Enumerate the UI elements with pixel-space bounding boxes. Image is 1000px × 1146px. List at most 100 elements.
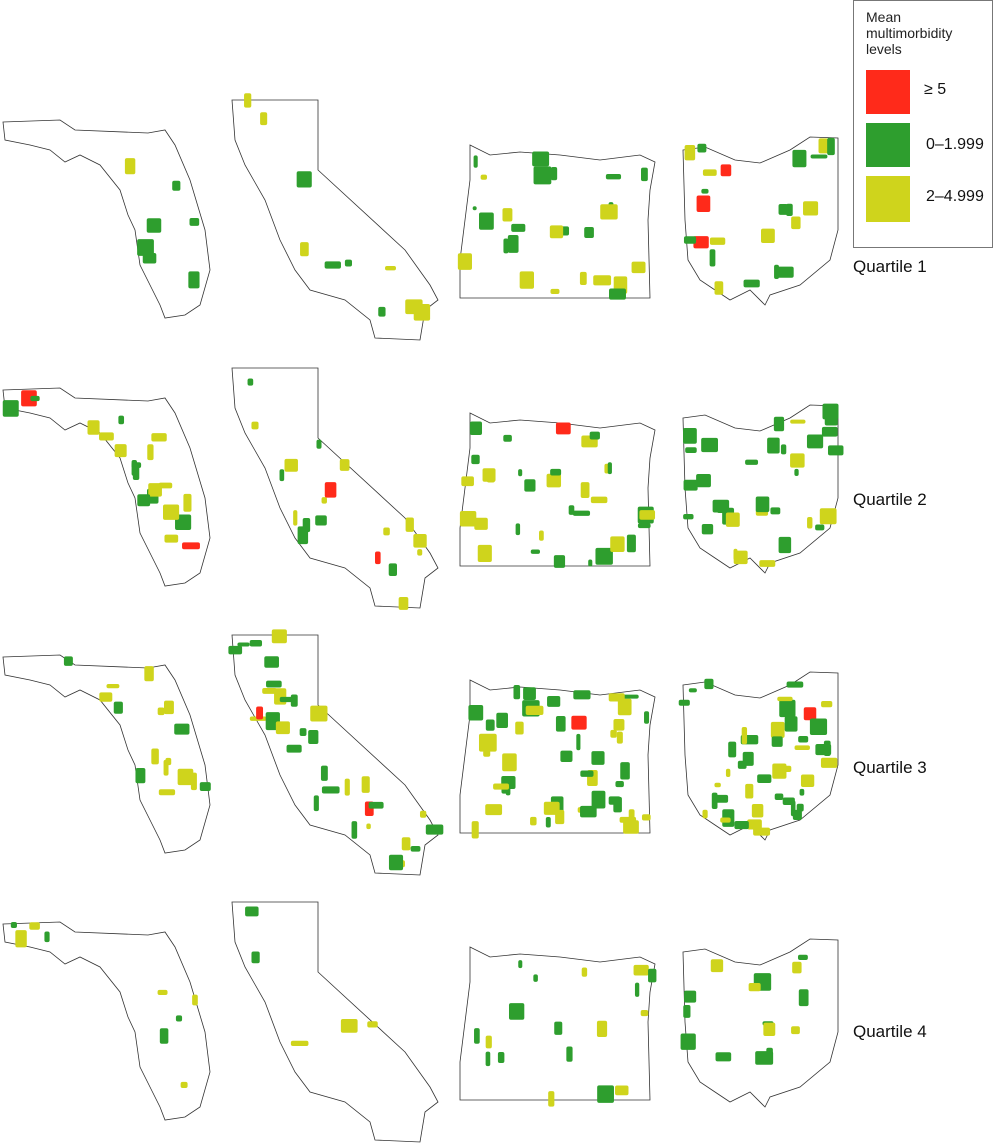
area-patch: [10, 921, 17, 928]
area-patch: [576, 733, 581, 751]
row-label: Quartile 1: [853, 257, 927, 276]
area-patch: [711, 792, 718, 810]
area-patch: [137, 239, 154, 256]
area-patch: [413, 534, 427, 548]
area-patch: [809, 718, 828, 735]
area-patch: [581, 967, 588, 977]
area-patch: [685, 447, 697, 453]
area-patch: [547, 696, 561, 707]
area-patch: [566, 1046, 573, 1062]
area-patch: [548, 1091, 555, 1107]
state-outline: [231, 901, 439, 1143]
area-patch: [260, 112, 268, 126]
area-patch: [523, 687, 536, 701]
area-patch: [755, 1051, 774, 1065]
area-patch: [626, 534, 636, 553]
area-patch: [807, 517, 813, 529]
area-patch: [419, 810, 427, 818]
area-patch: [290, 694, 298, 707]
area-patch: [511, 223, 526, 232]
area-patch: [518, 960, 523, 969]
area-patch: [774, 264, 779, 279]
area-patch: [507, 234, 519, 253]
area-patch: [508, 1003, 525, 1020]
area-patch: [792, 961, 802, 974]
state-outline: [2, 119, 211, 319]
area-patch: [157, 707, 165, 716]
area-patch: [710, 959, 724, 973]
area-patch: [773, 416, 785, 432]
area-patch: [796, 803, 804, 812]
area-patch: [189, 217, 200, 226]
area-patch: [701, 188, 709, 194]
area-patch: [641, 167, 648, 182]
area-patch: [572, 510, 591, 516]
area-patch: [791, 1026, 800, 1035]
area-patch: [310, 705, 328, 722]
area-patch: [803, 707, 817, 721]
area-patch: [751, 804, 764, 818]
area-patch: [124, 158, 136, 175]
area-patch: [615, 780, 624, 788]
area-patch: [151, 748, 159, 765]
area-patch: [299, 728, 307, 736]
area-patch: [555, 809, 565, 825]
state-outline: [231, 99, 439, 341]
area-patch: [383, 527, 390, 536]
area-patch: [293, 510, 298, 526]
area-patch: [683, 236, 697, 244]
area-patch: [716, 503, 729, 513]
area-patch: [792, 809, 802, 821]
area-patch: [617, 698, 632, 716]
area-patch: [503, 238, 509, 254]
area-patch: [628, 809, 635, 821]
area-patch: [502, 753, 517, 772]
area-patch: [469, 421, 483, 435]
area-patch: [696, 195, 711, 213]
area-patch: [591, 751, 605, 765]
area-patch: [639, 510, 656, 520]
area-patch: [361, 776, 370, 793]
area-patch: [367, 1021, 378, 1028]
area-patch: [778, 203, 788, 215]
area-patch: [29, 922, 40, 930]
area-patch: [158, 482, 173, 489]
area-patch: [610, 536, 625, 552]
area-patch: [144, 666, 154, 682]
area-patch: [159, 1028, 169, 1044]
area-patch: [533, 974, 538, 982]
area-patch: [714, 281, 724, 295]
area-patch: [245, 906, 259, 917]
area-patch: [188, 271, 200, 289]
legend-label: 0–1.999: [926, 136, 984, 153]
area-patch: [757, 774, 772, 784]
area-patch: [593, 275, 612, 286]
area-patch: [693, 236, 709, 249]
area-patch: [147, 444, 154, 461]
area-patch: [709, 237, 726, 245]
area-patch: [284, 458, 298, 472]
area-patch: [702, 169, 717, 176]
area-patch: [244, 93, 252, 108]
area-patch: [502, 208, 513, 222]
area-patch: [316, 439, 322, 449]
area-patch: [461, 476, 474, 487]
area-patch: [580, 770, 594, 777]
area-patch: [172, 180, 181, 191]
area-patch: [753, 827, 771, 836]
legend-swatch: [866, 70, 910, 114]
area-patch: [351, 821, 358, 839]
row-label: Quartile 3: [853, 758, 927, 777]
area-patch: [819, 508, 837, 525]
area-patch: [589, 431, 600, 440]
area-patch: [113, 701, 123, 714]
area-patch: [279, 469, 285, 482]
area-patch: [704, 678, 714, 690]
area-patch: [597, 1085, 614, 1103]
area-patch: [474, 517, 488, 530]
legend: Mean multimorbidity levels ≥ 5 0–1.999 2…: [853, 0, 993, 248]
area-patch: [405, 517, 414, 532]
area-patch: [163, 759, 169, 776]
area-patch: [688, 688, 697, 693]
area-patch: [131, 460, 137, 476]
